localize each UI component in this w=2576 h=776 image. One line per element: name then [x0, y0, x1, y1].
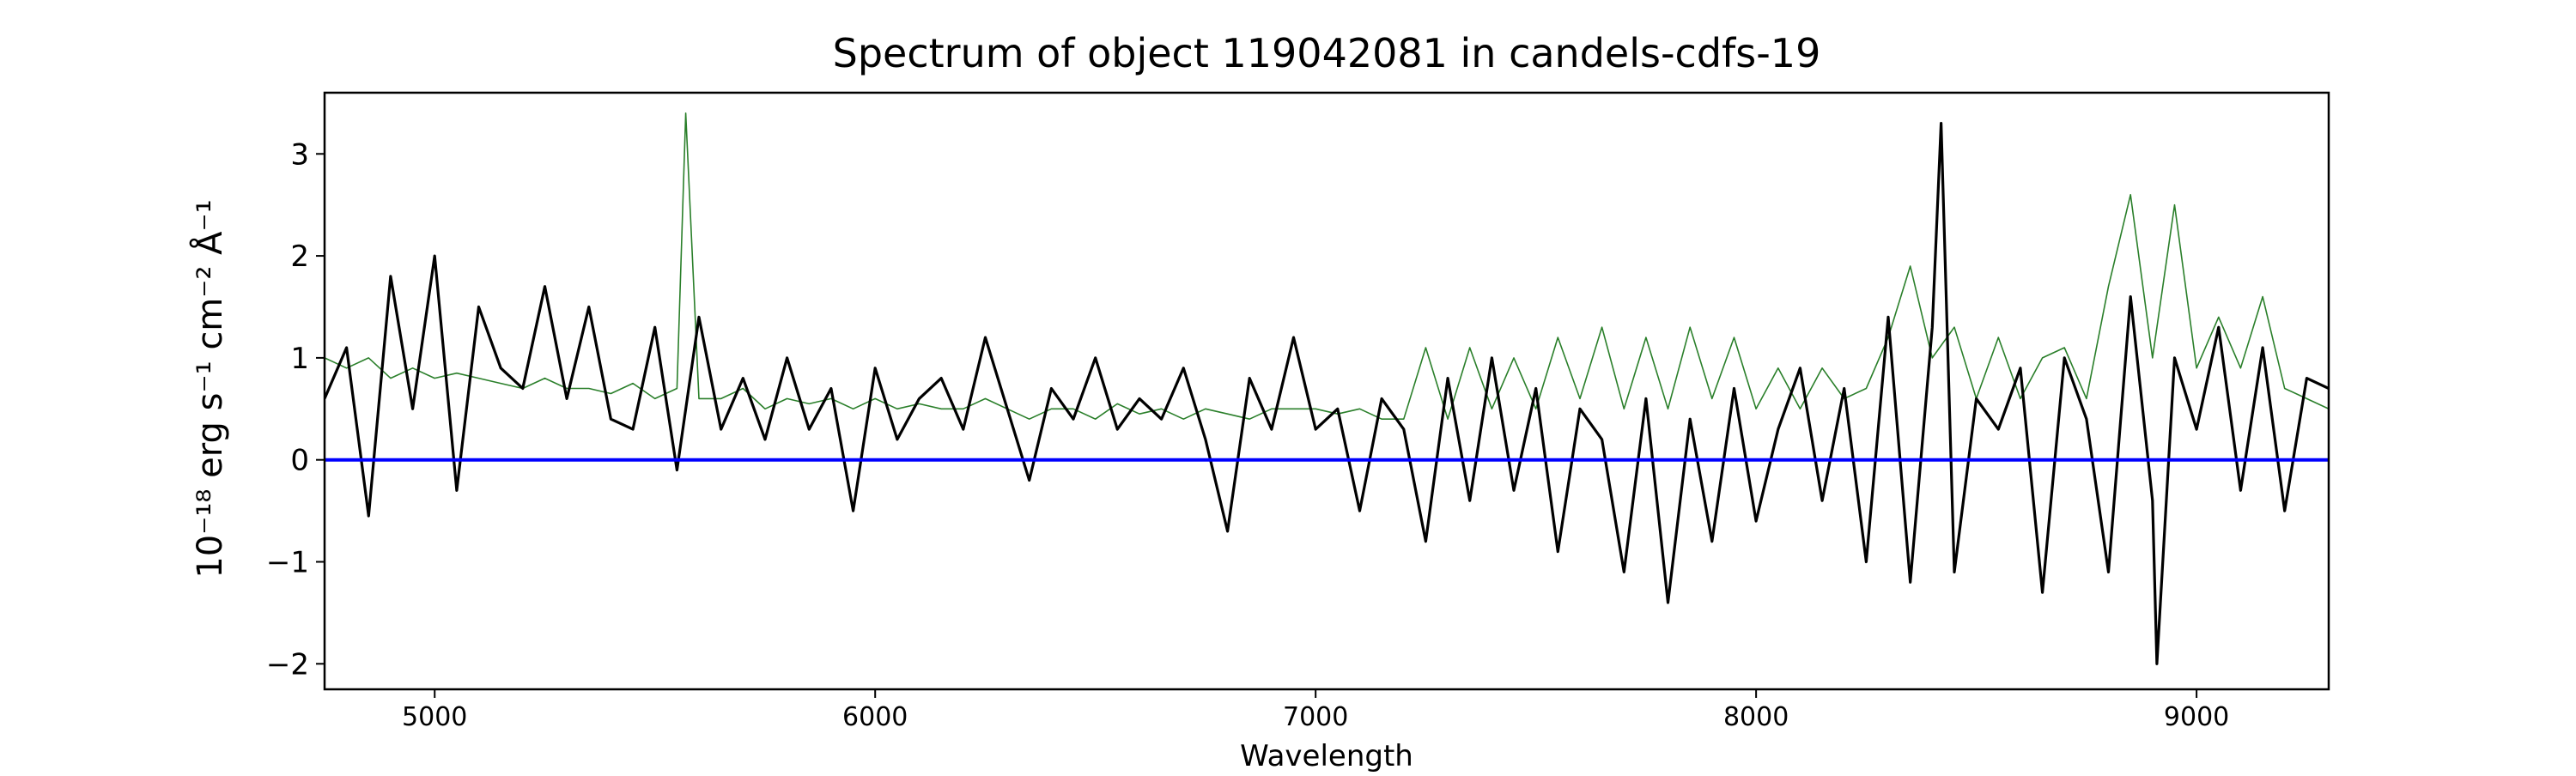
plot-frame [323, 91, 2330, 691]
y-tick-label: 1 [290, 342, 309, 376]
plot-area: 5000 6000 7000 8000 9000 −2 −1 0 1 2 3 [266, 91, 2330, 732]
flux-series-line [325, 122, 2329, 665]
x-axis-label: Wavelength [1240, 739, 1413, 773]
x-tick-label: 6000 [842, 702, 908, 732]
y-tick-label: −2 [266, 647, 309, 682]
y-axis-label: 10⁻¹⁸ erg s⁻¹ cm⁻² Å⁻¹ [189, 199, 230, 578]
x-tick-label: 8000 [1723, 702, 1789, 732]
x-tick-label: 5000 [402, 702, 467, 732]
model-series-line [325, 112, 2329, 421]
y-tick-label: 3 [290, 137, 309, 172]
y-tick-label: −1 [266, 545, 309, 579]
y-tick-label: 2 [290, 239, 309, 274]
y-tick-label: 0 [290, 444, 309, 478]
x-tick-label: 9000 [2164, 702, 2229, 732]
chart-title: Spectrum of object 119042081 in candels-… [833, 30, 1821, 76]
x-tick-label: 7000 [1283, 702, 1348, 732]
